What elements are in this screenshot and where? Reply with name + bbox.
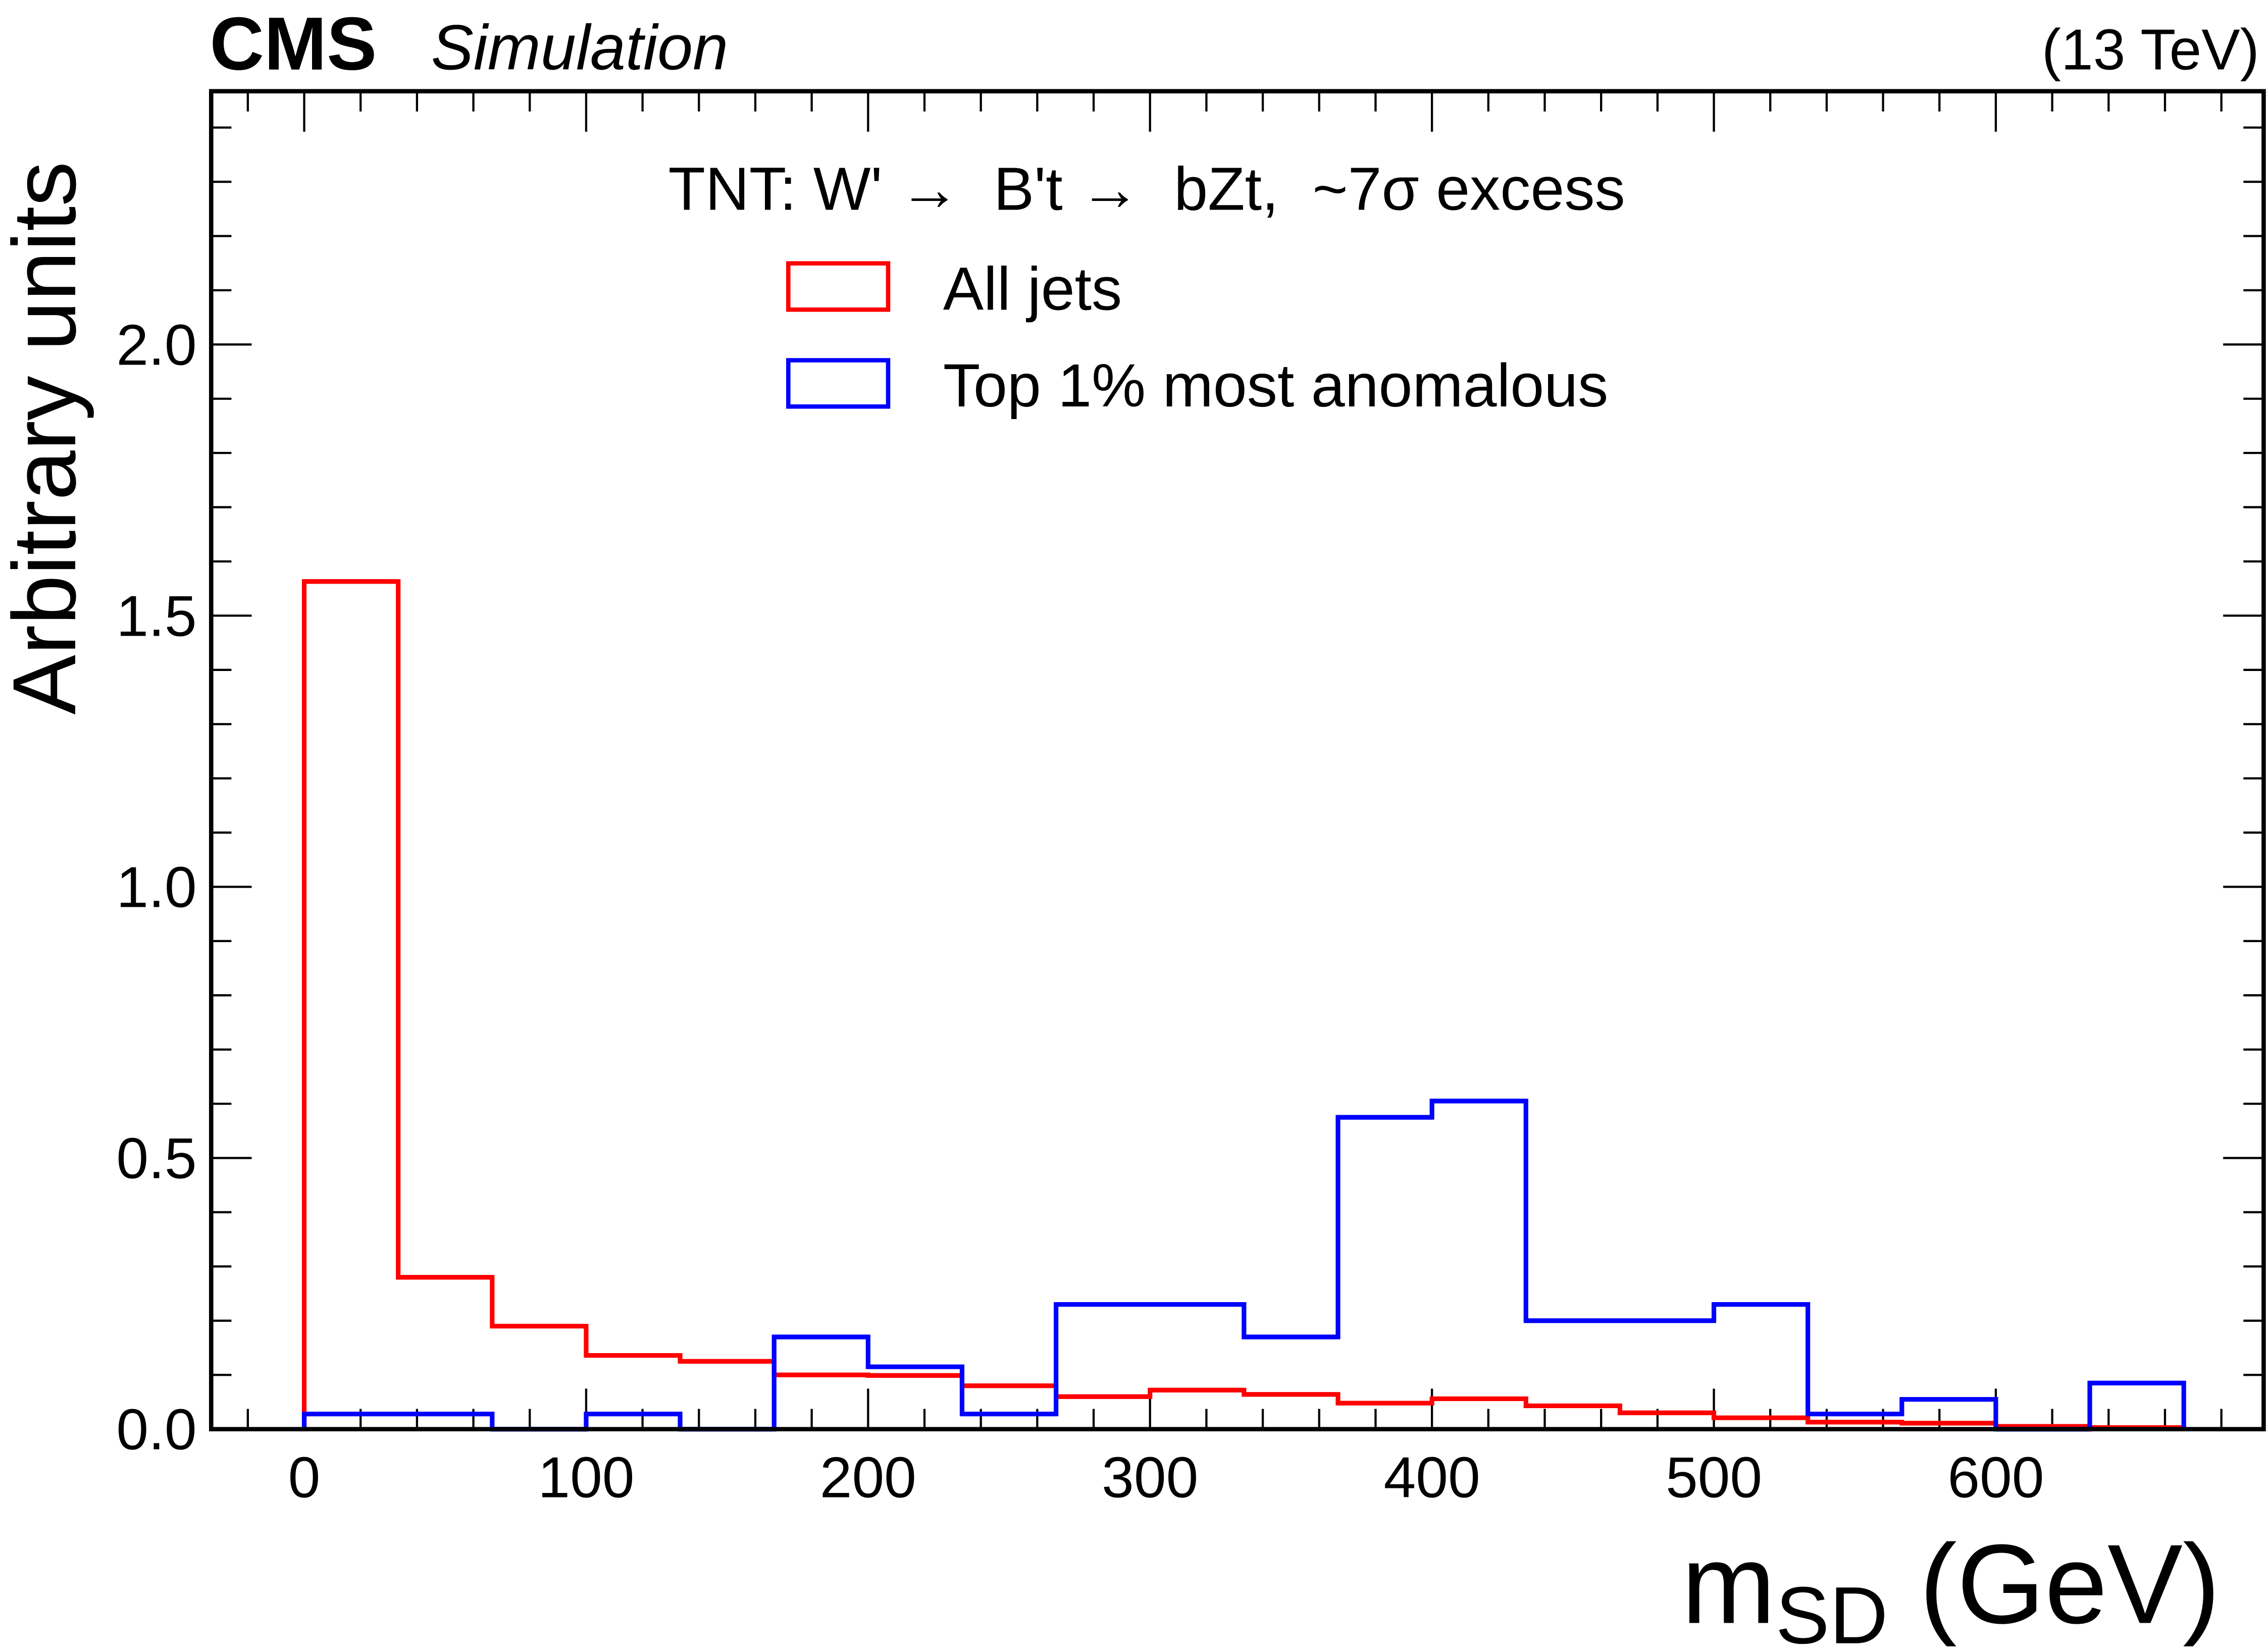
legend-label-all-jets: All jets — [943, 255, 1122, 323]
legend-swatch-all-jets — [786, 261, 891, 312]
top-anomalous-histogram — [301, 1099, 2186, 1432]
x-tick-label: 500 — [1666, 1445, 1762, 1510]
plot-frame — [209, 89, 2266, 1431]
simulation-label: Simulation — [431, 12, 729, 83]
x-axis-label-unit: (GeV) — [1888, 1522, 2220, 1647]
cms-label: CMS — [210, 2, 377, 86]
x-tick-label: 400 — [1384, 1445, 1480, 1510]
x-tick-label: 200 — [820, 1445, 916, 1510]
legend-swatch-top-anomalous — [786, 358, 891, 409]
y-tick-label: 1.0 — [116, 855, 196, 920]
legend-title: TNT: W' → B't → bZt, ~7σ excess — [668, 156, 1625, 223]
legend-label-top-anomalous: Top 1% most anomalous — [943, 352, 1608, 420]
y-tick-label: 0.5 — [116, 1126, 196, 1191]
x-tick-label: 100 — [538, 1445, 634, 1510]
x-axis-label: mSD (GeV) — [1681, 1522, 2220, 1652]
y-tick-label: 1.5 — [116, 584, 196, 648]
x-tick-label: 0 — [288, 1445, 321, 1510]
x-axis-label-main: m — [1681, 1522, 1775, 1647]
y-tick-label: 2.0 — [116, 313, 196, 377]
x-tick-label: 600 — [1947, 1445, 2044, 1510]
series-group — [301, 579, 2186, 1432]
y-tick-label: 0.0 — [116, 1398, 196, 1462]
all-jets-histogram — [301, 579, 2186, 1430]
energy-label: (13 TeV) — [2042, 18, 2259, 82]
x-axis-label-sub: SD — [1776, 1570, 1888, 1652]
y-axis-label: Arbitrary units — [0, 162, 94, 715]
axis-ticks: 0 100 200 300 400 500 600 0.0 0.5 1.0 1.5 2.0 — [116, 91, 2264, 1510]
x-tick-label: 300 — [1102, 1445, 1198, 1510]
